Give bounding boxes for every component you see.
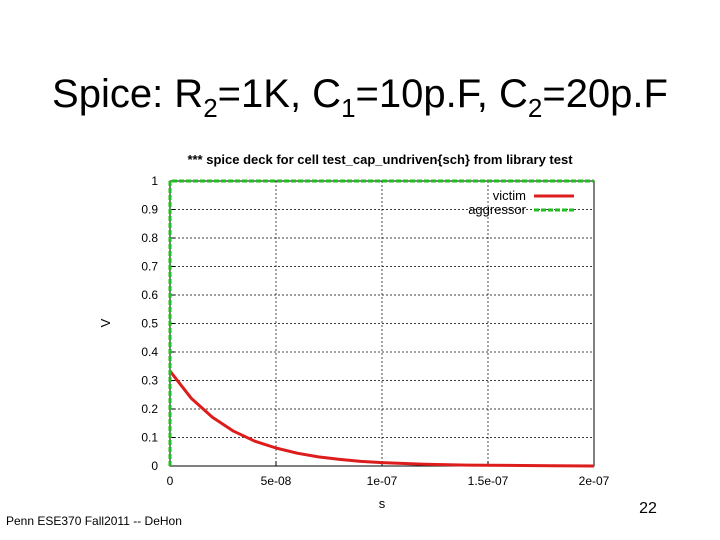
grid [170,181,594,466]
y-tick-label: 0 [151,459,158,473]
footer: Penn ESE370 Fall2011 -- DeHon [6,514,182,528]
y-tick-label: 0.4 [141,345,158,359]
slide-title: Spice: R2=1K, C1=10p.F, C2=20p.F [52,72,668,123]
y-tick-label: 0.2 [141,402,158,416]
series-line-aggressor [168,179,594,466]
y-axis-label: V [98,318,113,327]
x-tick-label: 1e-07 [367,474,398,488]
y-tick-label: 0.7 [141,260,158,274]
y-tick-label: 1 [151,174,158,188]
legend-label-victim: victim [493,188,526,203]
y-tick-label: 0.8 [141,231,158,245]
legend-label-aggressor: aggressor [468,202,526,217]
x-tick-label: 1.5e-07 [468,474,509,488]
y-tick-label: 0.3 [141,374,158,388]
page-number: 22 [639,500,657,517]
x-tick-label: 0 [167,474,174,488]
x-tick-label: 2e-07 [579,474,610,488]
y-tick-label: 0.9 [141,203,158,217]
axis-ticks: 0 0.1 0.2 0.3 0.4 0.5 0.6 0.7 0.8 0.9 1 0 5e-08 1e-07… [141,174,609,488]
y-tick-label: 0.5 [141,317,158,331]
y-tick-label: 0.1 [141,431,158,445]
series-line-victim [168,370,595,468]
plot-title: *** spice deck for cell test_cap_undrive… [187,152,573,167]
series [168,179,595,468]
x-axis-label: s [379,496,386,511]
x-tick-label: 5e-08 [261,474,292,488]
y-tick-label: 0.6 [141,288,158,302]
